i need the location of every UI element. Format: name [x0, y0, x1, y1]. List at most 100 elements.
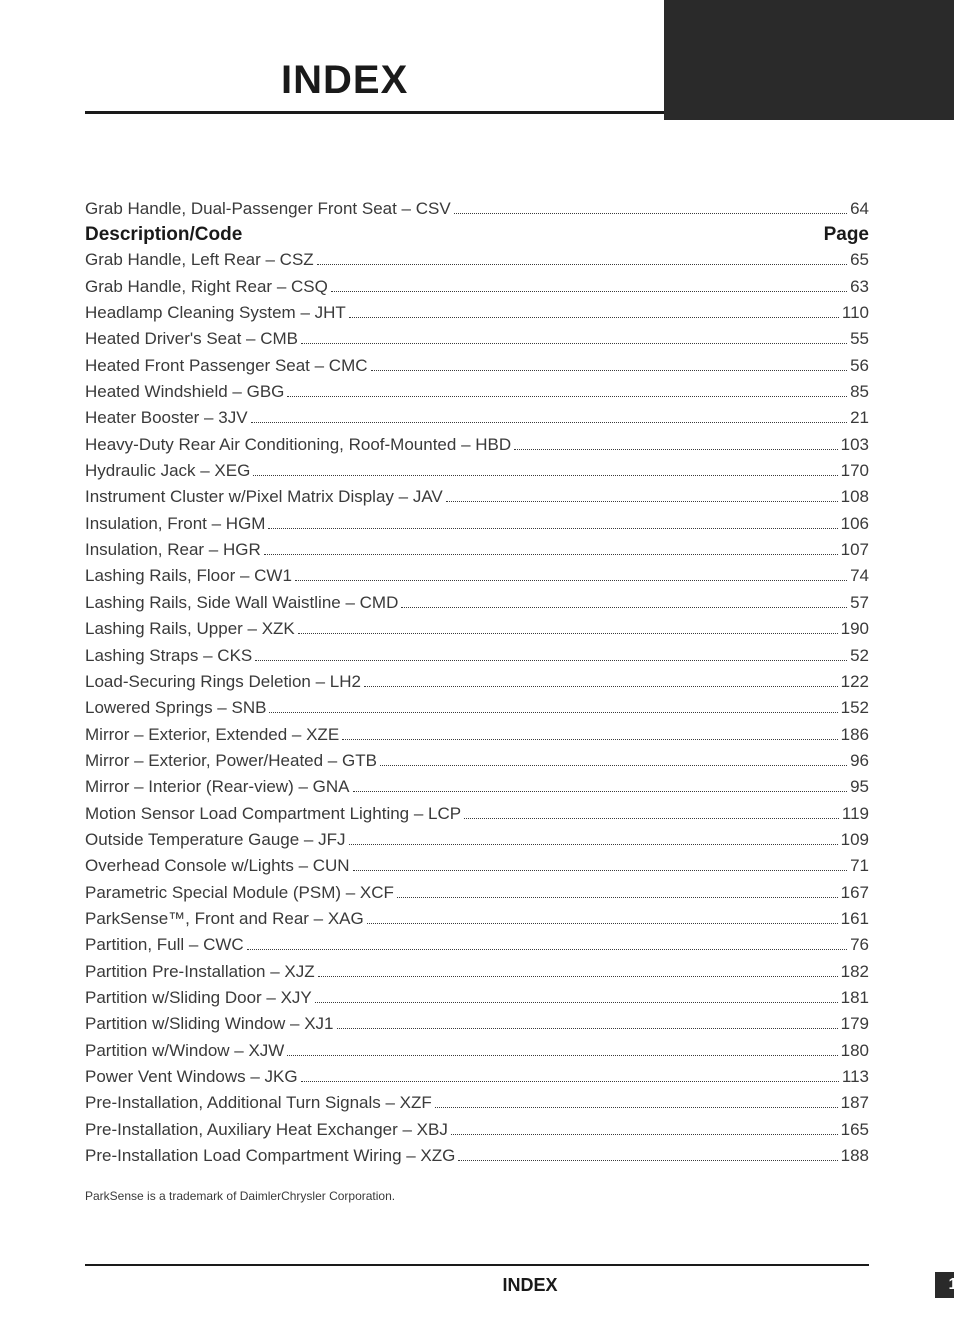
- toc-leader: [253, 475, 837, 476]
- toc-row: Partition w/Sliding Door – XJY 181: [85, 985, 869, 1011]
- toc-page: 108: [841, 484, 869, 510]
- toc-row: Grab Handle, Dual-Passenger Front Seat –…: [85, 196, 869, 222]
- toc-page: 55: [850, 326, 869, 352]
- toc-row: Lashing Rails, Floor – CW1 74: [85, 563, 869, 589]
- toc-row: Mirror – Exterior, Extended – XZE 186: [85, 722, 869, 748]
- toc-page: 152: [841, 695, 869, 721]
- toc-leader: [315, 1002, 838, 1003]
- toc-page: 170: [841, 458, 869, 484]
- toc-leader: [401, 607, 847, 608]
- header-dark-block: [664, 0, 954, 120]
- toc-row: Partition w/Sliding Window – XJ1179: [85, 1011, 869, 1037]
- toc-page: 109: [841, 827, 869, 853]
- toc-page: 21: [850, 405, 869, 431]
- footer: INDEX 11: [85, 1264, 954, 1298]
- toc-row: Mirror – Exterior, Power/Heated – GTB96: [85, 748, 869, 774]
- toc-desc: Partition w/Sliding Door – XJY: [85, 985, 312, 1011]
- footer-row: INDEX 11: [85, 1272, 954, 1298]
- toc-desc: ParkSense™, Front and Rear – XAG: [85, 906, 364, 932]
- toc-page: 179: [841, 1011, 869, 1037]
- toc-page: 103: [841, 432, 869, 458]
- toc-desc: Overhead Console w/Lights – CUN: [85, 853, 350, 879]
- toc-page: 181: [841, 985, 869, 1011]
- page-root: INDEX Grab Handle, Dual-Passenger Front …: [0, 0, 954, 1328]
- toc-desc: Partition Pre-Installation – XJZ: [85, 959, 315, 985]
- toc-page: 113: [842, 1064, 869, 1090]
- toc-list: Grab Handle, Left Rear – CSZ65Grab Handl…: [85, 247, 869, 1169]
- toc-desc: Mirror – Interior (Rear-view) – GNA: [85, 774, 350, 800]
- toc-row: Pre-Installation, Auxiliary Heat Exchang…: [85, 1117, 869, 1143]
- toc-row: Lashing Straps – CKS 52: [85, 643, 869, 669]
- toc-page: 165: [841, 1117, 869, 1143]
- toc-row: Power Vent Windows – JKG113: [85, 1064, 869, 1090]
- toc-desc: Outside Temperature Gauge – JFJ: [85, 827, 346, 853]
- toc-row: Instrument Cluster w/Pixel Matrix Displa…: [85, 484, 869, 510]
- toc-leader: [349, 844, 838, 845]
- toc-desc: Heavy-Duty Rear Air Conditioning, Roof-M…: [85, 432, 511, 458]
- toc-leader: [287, 1055, 837, 1056]
- toc-page: 65: [850, 247, 869, 273]
- toc-leader: [364, 686, 838, 687]
- toc-desc: Lashing Rails, Floor – CW1: [85, 563, 292, 589]
- toc-page: 74: [850, 563, 869, 589]
- toc-leader: [331, 291, 847, 292]
- toc-row: Lowered Springs – SNB152: [85, 695, 869, 721]
- toc-page: 161: [841, 906, 869, 932]
- toc-row: Pre-Installation Load Compartment Wiring…: [85, 1143, 869, 1169]
- footnote: ParkSense is a trademark of DaimlerChrys…: [85, 1189, 869, 1203]
- toc-desc: Grab Handle, Left Rear – CSZ: [85, 247, 314, 273]
- index-content: Grab Handle, Dual-Passenger Front Seat –…: [85, 196, 869, 1203]
- toc-page: 52: [850, 643, 869, 669]
- toc-page: 95: [850, 774, 869, 800]
- toc-leader: [268, 528, 837, 529]
- toc-row: Lashing Rails, Side Wall Waistline – CMD…: [85, 590, 869, 616]
- toc-page: 64: [850, 196, 869, 222]
- toc-page: 71: [850, 853, 869, 879]
- toc-row: ParkSense™, Front and Rear – XAG 161: [85, 906, 869, 932]
- toc-leader: [371, 370, 848, 371]
- toc-leader: [318, 976, 838, 977]
- toc-row: Load-Securing Rings Deletion – LH2122: [85, 669, 869, 695]
- toc-row: Outside Temperature Gauge – JFJ 109: [85, 827, 869, 853]
- column-header-row: Description/Code Page: [85, 224, 869, 246]
- toc-desc: Pre-Installation, Additional Turn Signal…: [85, 1090, 432, 1116]
- toc-leader: [247, 949, 847, 950]
- toc-page: 190: [841, 616, 869, 642]
- toc-leader: [367, 923, 838, 924]
- toc-row: Parametric Special Module (PSM) – XCF167: [85, 880, 869, 906]
- toc-page: 182: [841, 959, 869, 985]
- toc-leader: [295, 580, 847, 581]
- toc-page: 107: [841, 537, 869, 563]
- toc-page: 56: [850, 353, 869, 379]
- toc-leader: [435, 1107, 838, 1108]
- toc-desc: Lashing Straps – CKS: [85, 643, 252, 669]
- toc-row: Heated Front Passenger Seat – CMC 56: [85, 353, 869, 379]
- toc-leader: [397, 897, 838, 898]
- footer-title: INDEX: [85, 1275, 935, 1296]
- toc-leader: [446, 501, 838, 502]
- toc-page: 57: [850, 590, 869, 616]
- toc-desc: Lashing Rails, Side Wall Waistline – CMD: [85, 590, 398, 616]
- toc-row: Lashing Rails, Upper – XZK190: [85, 616, 869, 642]
- toc-desc: Grab Handle, Right Rear – CSQ: [85, 274, 328, 300]
- toc-page: 106: [841, 511, 869, 537]
- toc-desc: Mirror – Exterior, Extended – XZE: [85, 722, 339, 748]
- toc-desc: Partition w/Window – XJW: [85, 1038, 284, 1064]
- toc-desc: Load-Securing Rings Deletion – LH2: [85, 669, 361, 695]
- toc-leader: [451, 1134, 838, 1135]
- toc-row: Grab Handle, Left Rear – CSZ 65: [85, 247, 869, 273]
- toc-page: 167: [841, 880, 869, 906]
- toc-desc: Heater Booster – 3JV: [85, 405, 248, 431]
- toc-desc: Heated Front Passenger Seat – CMC: [85, 353, 368, 379]
- toc-leader: [514, 449, 837, 450]
- toc-row: Pre-Installation, Additional Turn Signal…: [85, 1090, 869, 1116]
- footer-rule: [85, 1264, 869, 1266]
- column-header-desc: Description/Code: [85, 224, 242, 246]
- toc-leader: [264, 554, 838, 555]
- toc-row: Insulation, Rear – HGR107: [85, 537, 869, 563]
- toc-leader: [269, 712, 837, 713]
- toc-page: 187: [841, 1090, 869, 1116]
- toc-page: 186: [841, 722, 869, 748]
- toc-row: Partition, Full – CWC76: [85, 932, 869, 958]
- toc-desc: Hydraulic Jack – XEG: [85, 458, 250, 484]
